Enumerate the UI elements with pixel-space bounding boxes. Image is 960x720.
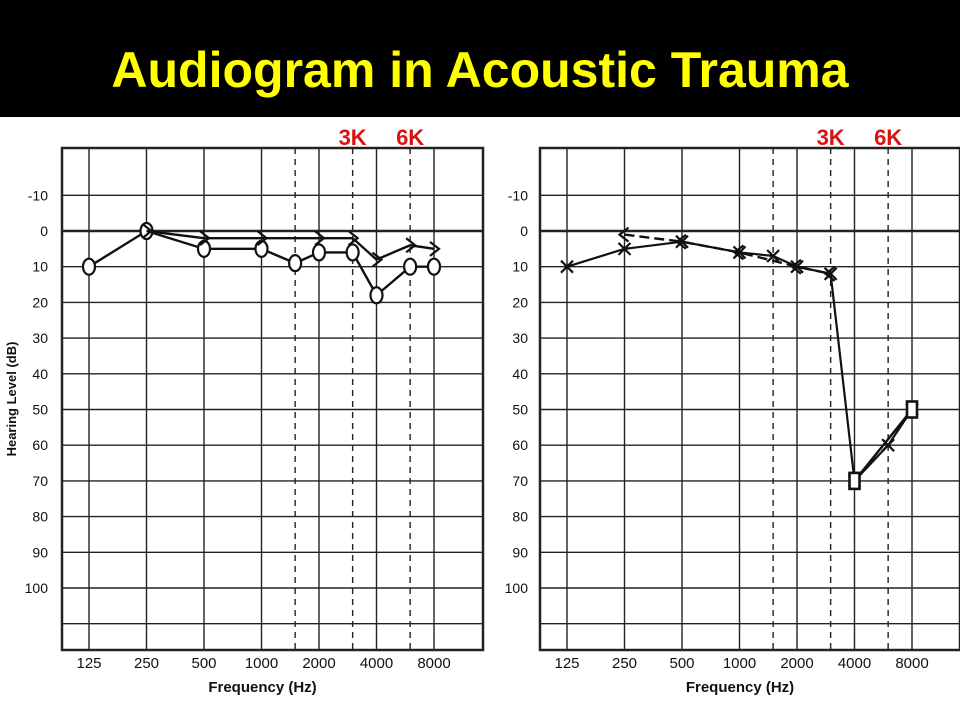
- y-tick-label: -10: [508, 187, 528, 203]
- y-axis-label: Hearing Level (dB): [4, 342, 19, 457]
- audiogram-normal-chart: -10 0 10 20 30 40 50 60 70 80 90 100 125 250 500 1000 20…: [4, 125, 485, 696]
- y-tick-label: 0: [40, 223, 48, 239]
- y-tick-label: 20: [512, 294, 528, 310]
- audiogram-trauma-chart: -10 0 10 20 30 40 50 60 70 80 90 100 125 250 500 1000 20…: [505, 125, 960, 696]
- x-tick-label: 1000: [723, 655, 756, 672]
- y-tick-label: 0: [520, 223, 528, 239]
- y-tick-label: 40: [32, 366, 48, 382]
- point-lt: [617, 226, 630, 243]
- point-x: [881, 438, 895, 452]
- marker-label-6k: 6K: [396, 125, 424, 150]
- point-lt: [675, 233, 687, 250]
- y-tick-label: 90: [512, 544, 528, 560]
- y-tick-label: 70: [512, 473, 528, 489]
- y-tick-label: 80: [512, 509, 528, 525]
- y-tick-label: 100: [25, 580, 49, 596]
- series-line: [624, 233, 831, 276]
- point-o: [369, 286, 384, 305]
- x-tick-label: 500: [669, 655, 694, 672]
- point-x: [675, 234, 689, 249]
- x-tick-label: 4000: [360, 655, 393, 672]
- point-gt: [314, 230, 326, 247]
- y-tick-label: 20: [32, 294, 48, 310]
- y-tick-label: 70: [32, 473, 48, 489]
- point-gt: [429, 240, 441, 257]
- x-tick-label: 500: [191, 655, 216, 672]
- point-gt: [199, 230, 211, 247]
- point-bracket: [848, 471, 861, 491]
- y-tick-label: 100: [505, 580, 529, 596]
- marker-label-6k: 6K: [874, 125, 902, 150]
- series-line: [566, 240, 913, 484]
- y-tick-label: -10: [28, 187, 48, 203]
- title-bar: [0, 0, 960, 117]
- y-tick-label: 50: [512, 402, 528, 418]
- x-tick-label: 8000: [417, 655, 450, 672]
- point-gt: [347, 230, 360, 247]
- point-bracket: [905, 400, 919, 419]
- point-x: [617, 242, 632, 256]
- point-gt: [371, 251, 384, 268]
- marker-label-3k: 3K: [339, 125, 367, 150]
- y-tick-label: 60: [32, 437, 48, 453]
- y-tick-label: 10: [32, 259, 48, 275]
- y-tick-label: 30: [512, 330, 528, 346]
- y-tick-label: 40: [512, 366, 528, 382]
- point-o: [288, 254, 303, 273]
- point-x: [732, 245, 747, 260]
- point-x: [560, 259, 574, 274]
- point-gt: [141, 223, 154, 239]
- point-o: [311, 243, 327, 262]
- x-tick-label: 250: [612, 655, 637, 672]
- chart-frame: [60, 146, 485, 652]
- point-gt: [405, 237, 417, 254]
- y-tick-label: 90: [32, 544, 48, 560]
- chart-frame: [538, 146, 960, 652]
- y-tick-label: 10: [512, 259, 528, 275]
- y-tick-label: 50: [32, 402, 48, 418]
- x-tick-label: 1000: [245, 655, 278, 672]
- series-line: [88, 229, 434, 298]
- x-axis-label: Frequency (Hz): [686, 679, 794, 696]
- point-x: [790, 259, 804, 274]
- marker-label-3k: 3K: [817, 125, 845, 150]
- page-title: Audiogram in Acoustic Trauma: [111, 42, 849, 98]
- point-lt: [732, 244, 745, 261]
- y-tick-label: 60: [512, 437, 528, 453]
- x-tick-label: 2000: [780, 655, 813, 672]
- point-lt: [790, 258, 802, 275]
- point-x: [766, 249, 780, 263]
- point-o: [426, 257, 442, 276]
- point-gt: [256, 230, 269, 247]
- series-2: [848, 400, 919, 491]
- y-tick-label: 30: [32, 330, 48, 346]
- y-tick-label: 80: [32, 509, 48, 525]
- series-1: [141, 223, 441, 268]
- series-line: [853, 408, 913, 482]
- x-tick-label: 2000: [302, 655, 335, 672]
- x-tick-label: 8000: [895, 655, 928, 672]
- point-o: [345, 243, 360, 262]
- series-line: [146, 229, 435, 261]
- series-0: [81, 221, 442, 305]
- x-tick-label: 4000: [838, 655, 871, 672]
- point-o: [403, 257, 418, 276]
- x-axis-label: Frequency (Hz): [208, 679, 316, 696]
- series-1: [617, 226, 836, 282]
- point-lt: [823, 265, 836, 282]
- x-tick-label: 125: [76, 655, 101, 672]
- x-tick-label: 125: [554, 655, 579, 672]
- x-tick-label: 250: [134, 655, 159, 672]
- point-o: [81, 257, 97, 276]
